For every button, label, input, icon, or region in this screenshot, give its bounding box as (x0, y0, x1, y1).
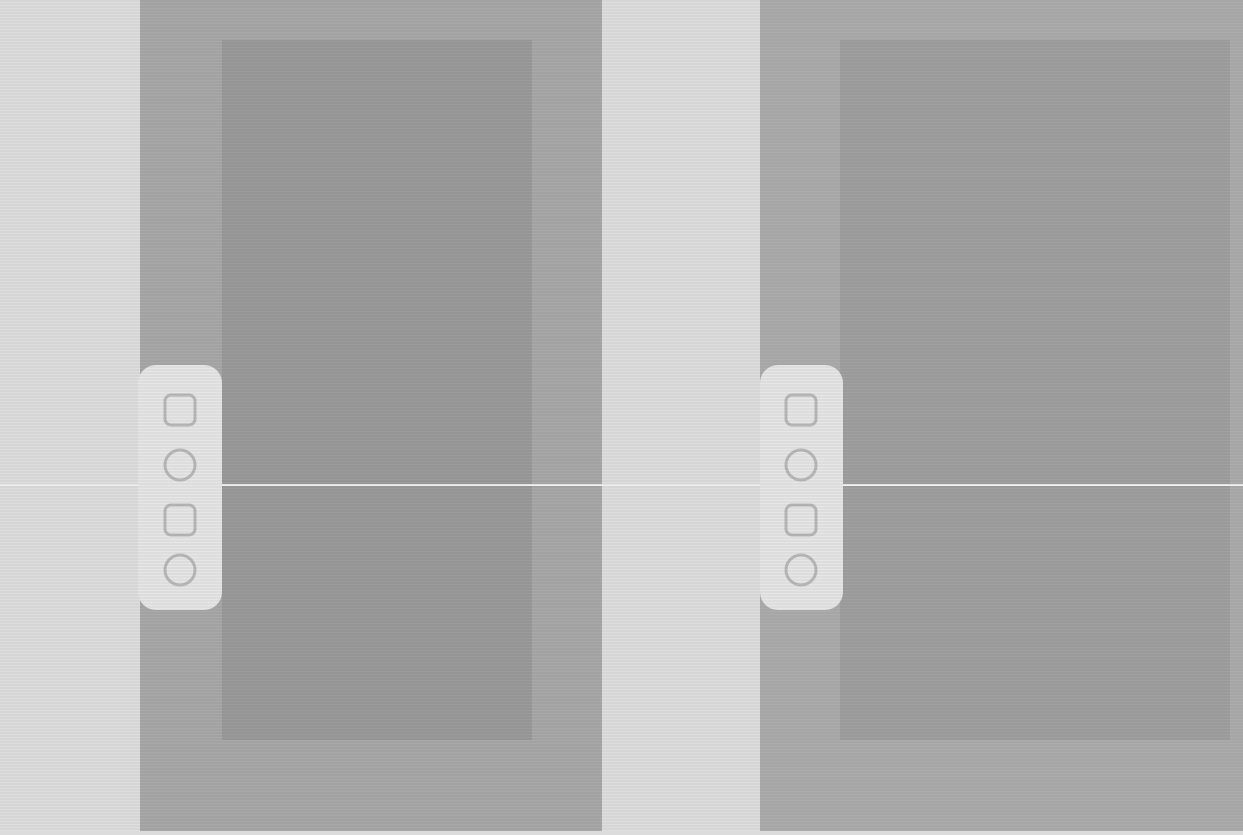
screen (0, 0, 1243, 831)
noise-overlay (0, 0, 1243, 831)
screenshot (0, 0, 1243, 831)
